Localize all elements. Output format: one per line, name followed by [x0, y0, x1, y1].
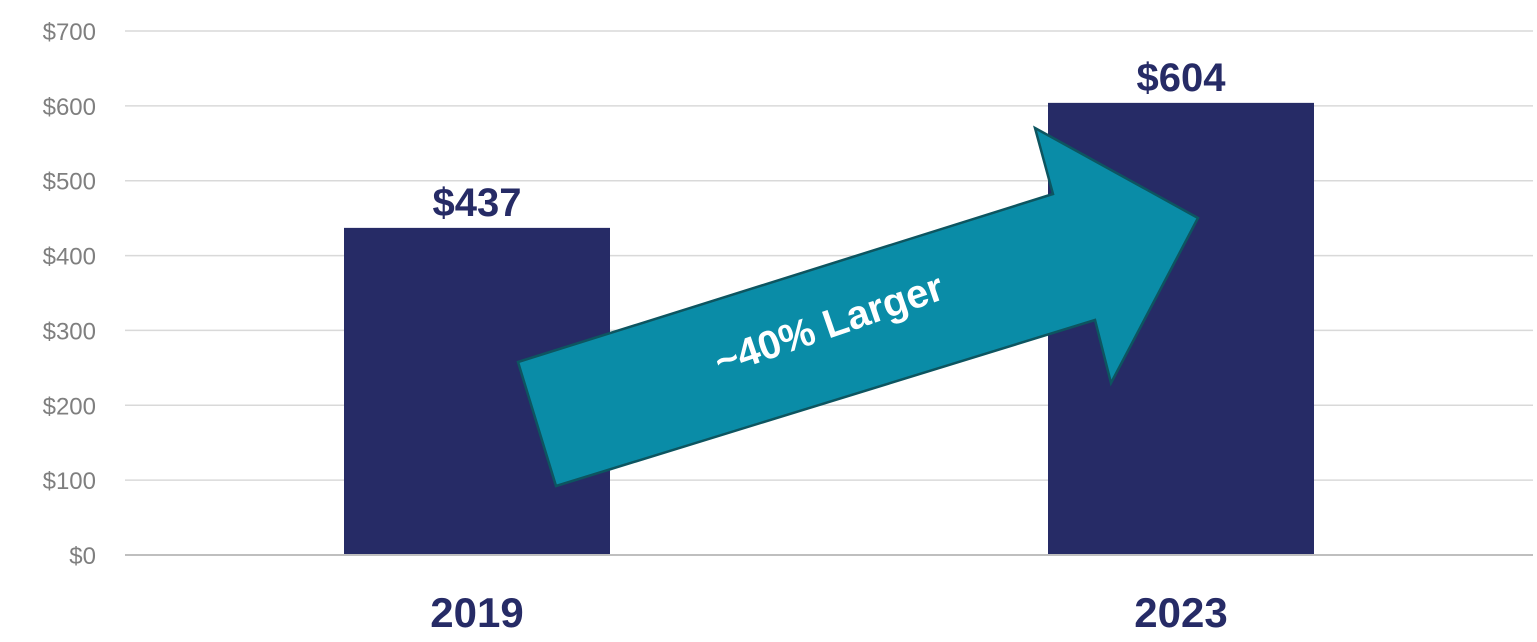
y-tick-label: $0 [69, 543, 96, 570]
x-axis-labels: 2019 2023 [430, 589, 1227, 636]
data-label-2023: $604 [1137, 56, 1227, 100]
data-label-2019: $437 [433, 181, 522, 225]
y-tick-label: $500 [43, 169, 96, 196]
x-category-label-2019: 2019 [430, 589, 523, 636]
gridlines [125, 30, 1533, 481]
y-tick-label: $400 [43, 244, 96, 271]
x-category-label-2023: 2023 [1134, 589, 1227, 636]
data-labels: $437 $604 [433, 56, 1227, 225]
y-tick-label: $300 [43, 318, 96, 345]
y-tick-label: $700 [43, 19, 96, 46]
y-tick-label: $600 [43, 94, 96, 121]
growth-arrow-annotation: ~40% Larger [516, 125, 1200, 488]
growth-arrow [516, 125, 1200, 488]
y-axis-ticks: $0 $100 $200 $300 $400 $500 $600 $700 [43, 19, 96, 570]
y-tick-label: $200 [43, 393, 96, 420]
y-tick-label: $100 [43, 468, 96, 495]
